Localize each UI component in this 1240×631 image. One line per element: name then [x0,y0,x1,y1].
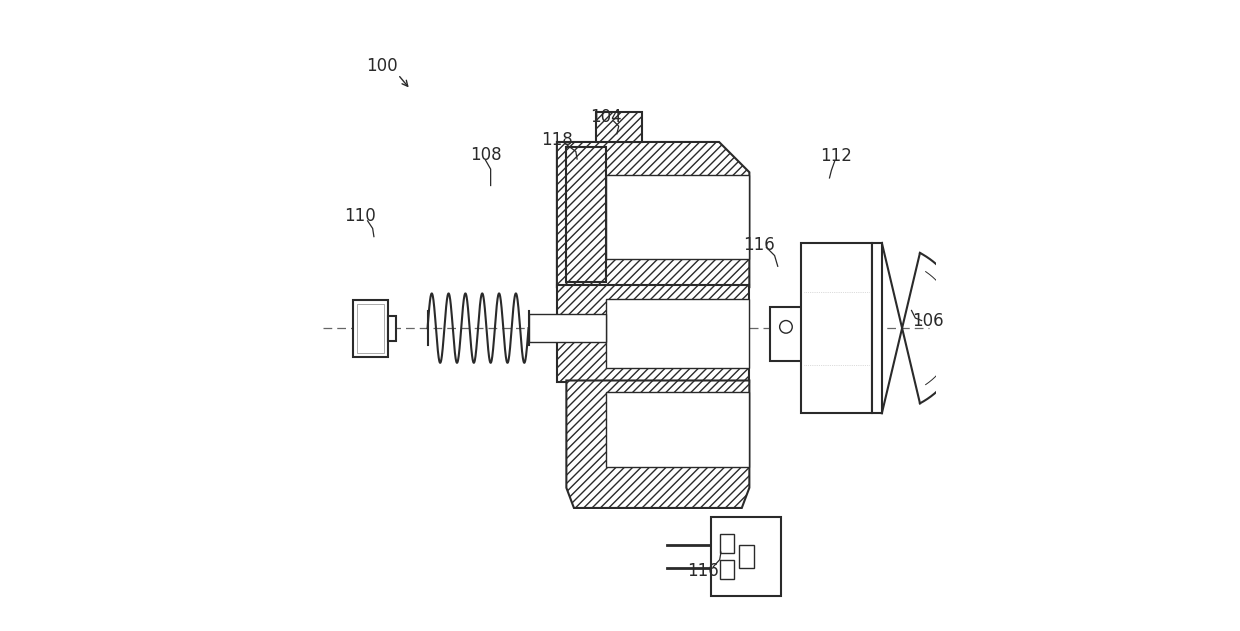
Text: 106: 106 [913,312,944,329]
Bar [801,243,873,413]
Bar [770,307,802,361]
Bar [357,304,384,353]
Bar [388,316,397,341]
Bar [567,147,606,282]
Bar [873,243,882,413]
Polygon shape [567,380,749,508]
Bar [606,299,749,368]
Bar [557,285,749,382]
Text: 110: 110 [345,207,376,225]
Bar [528,314,606,342]
Text: 104: 104 [590,108,622,126]
Bar [739,545,754,568]
Bar [353,300,388,357]
Bar [712,517,781,596]
Polygon shape [557,142,749,287]
Bar [596,112,642,142]
Circle shape [780,321,792,333]
Bar [606,175,749,259]
Bar [719,534,734,553]
Text: 116: 116 [743,236,775,254]
Text: 100: 100 [366,57,398,75]
Bar [606,392,749,467]
Bar [719,560,734,579]
Text: 118: 118 [541,131,573,149]
Text: 112: 112 [820,148,852,165]
Text: 116: 116 [687,562,719,580]
Text: 108: 108 [470,146,501,163]
